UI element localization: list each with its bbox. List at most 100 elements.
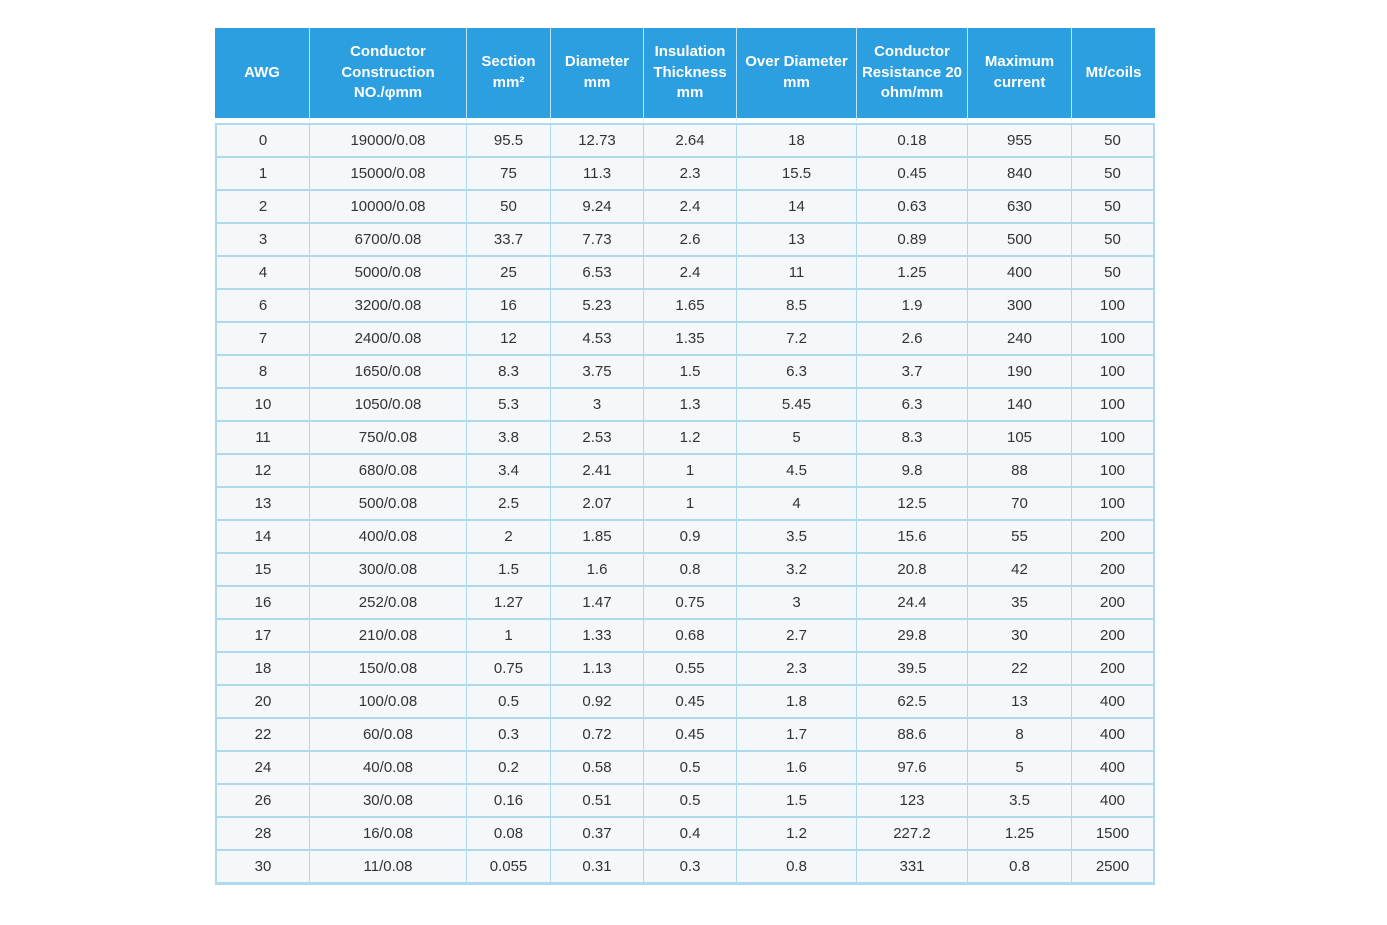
table-cell: 30 xyxy=(215,851,310,885)
table-cell: 300 xyxy=(968,290,1072,323)
table-cell: 55 xyxy=(968,521,1072,554)
table-cell: 50 xyxy=(1072,257,1155,290)
table-cell: 6 xyxy=(215,290,310,323)
table-row: 13 500/0.08 2.5 2.07 1 4 12.5 70 100 xyxy=(215,488,1155,521)
table-cell: 12.5 xyxy=(857,488,968,521)
table-cell: 2400/0.08 xyxy=(310,323,467,356)
table-cell: 3.5 xyxy=(968,785,1072,818)
table-cell: 3.2 xyxy=(737,554,857,587)
table-cell: 1.2 xyxy=(737,818,857,851)
table-cell: 400 xyxy=(968,257,1072,290)
table-cell: 5 xyxy=(737,422,857,455)
table-cell: 20.8 xyxy=(857,554,968,587)
table-cell: 10 xyxy=(215,389,310,422)
table-row: 10 1050/0.08 5.3 3 1.3 5.45 6.3 140 100 xyxy=(215,389,1155,422)
table-cell: 100 xyxy=(1072,356,1155,389)
table-cell: 30/0.08 xyxy=(310,785,467,818)
table-cell: 1.27 xyxy=(467,587,551,620)
table-cell: 200 xyxy=(1072,554,1155,587)
table-cell: 9.8 xyxy=(857,455,968,488)
table-cell: 28 xyxy=(215,818,310,851)
table-row: 17 210/0.08 1 1.33 0.68 2.7 29.8 30 200 xyxy=(215,620,1155,653)
table-cell: 3.7 xyxy=(857,356,968,389)
table-row: 6 3200/0.08 16 5.23 1.65 8.5 1.9 300 100 xyxy=(215,290,1155,323)
table-cell: 500/0.08 xyxy=(310,488,467,521)
table-cell: 0.4 xyxy=(644,818,737,851)
table-cell: 1.35 xyxy=(644,323,737,356)
table-cell: 2.07 xyxy=(551,488,644,521)
table-cell: 100 xyxy=(1072,389,1155,422)
table-cell: 2.3 xyxy=(737,653,857,686)
table-cell: 1.9 xyxy=(857,290,968,323)
table-cell: 1.5 xyxy=(644,356,737,389)
table-cell: 22 xyxy=(215,719,310,752)
table-cell: 840 xyxy=(968,158,1072,191)
column-header-section: Section mm² xyxy=(467,28,551,123)
table-cell: 0.18 xyxy=(857,123,968,158)
table-cell: 0.72 xyxy=(551,719,644,752)
table-cell: 3.4 xyxy=(467,455,551,488)
table-cell: 1.3 xyxy=(644,389,737,422)
column-header-insulation-thickness: Insulation Thickness mm xyxy=(644,28,737,123)
table-cell: 331 xyxy=(857,851,968,885)
table-cell: 140 xyxy=(968,389,1072,422)
table-cell: 0.45 xyxy=(857,158,968,191)
table-cell: 1.47 xyxy=(551,587,644,620)
table-cell: 0.2 xyxy=(467,752,551,785)
table-cell: 11.3 xyxy=(551,158,644,191)
table-cell: 1 xyxy=(644,455,737,488)
table-row: 22 60/0.08 0.3 0.72 0.45 1.7 88.6 8 400 xyxy=(215,719,1155,752)
table-cell: 1650/0.08 xyxy=(310,356,467,389)
table-row: 8 1650/0.08 8.3 3.75 1.5 6.3 3.7 190 100 xyxy=(215,356,1155,389)
table-row: 7 2400/0.08 12 4.53 1.35 7.2 2.6 240 100 xyxy=(215,323,1155,356)
table-cell: 100 xyxy=(1072,455,1155,488)
table-cell: 24.4 xyxy=(857,587,968,620)
table-cell: 97.6 xyxy=(857,752,968,785)
table-cell: 60/0.08 xyxy=(310,719,467,752)
table-cell: 5.45 xyxy=(737,389,857,422)
table-cell: 0.5 xyxy=(644,785,737,818)
table-cell: 3.8 xyxy=(467,422,551,455)
table-cell: 14 xyxy=(215,521,310,554)
table-cell: 200 xyxy=(1072,521,1155,554)
table-cell: 7.73 xyxy=(551,224,644,257)
table-cell: 19000/0.08 xyxy=(310,123,467,158)
table-cell: 18 xyxy=(215,653,310,686)
table-cell: 1.65 xyxy=(644,290,737,323)
table-cell: 11 xyxy=(215,422,310,455)
table-cell: 210/0.08 xyxy=(310,620,467,653)
table-cell: 0.3 xyxy=(644,851,737,885)
table-cell: 7 xyxy=(215,323,310,356)
table-cell: 75 xyxy=(467,158,551,191)
table-cell: 95.5 xyxy=(467,123,551,158)
table-cell: 500 xyxy=(968,224,1072,257)
table-cell: 4 xyxy=(737,488,857,521)
table-cell: 6.3 xyxy=(857,389,968,422)
table-cell: 29.8 xyxy=(857,620,968,653)
table-row: 3 6700/0.08 33.7 7.73 2.6 13 0.89 500 50 xyxy=(215,224,1155,257)
table-cell: 1.5 xyxy=(467,554,551,587)
table-cell: 20 xyxy=(215,686,310,719)
table-cell: 4 xyxy=(215,257,310,290)
table-cell: 0.31 xyxy=(551,851,644,885)
table-cell: 0.8 xyxy=(644,554,737,587)
table-cell: 25 xyxy=(467,257,551,290)
table-cell: 15.6 xyxy=(857,521,968,554)
table-cell: 0.8 xyxy=(968,851,1072,885)
table-row: 0 19000/0.08 95.5 12.73 2.64 18 0.18 955 50 xyxy=(215,123,1155,158)
table-cell: 18 xyxy=(737,123,857,158)
table-row: 15 300/0.08 1.5 1.6 0.8 3.2 20.8 42 200 xyxy=(215,554,1155,587)
table-cell: 16 xyxy=(215,587,310,620)
column-header-conductor-resistance: Conductor Resistance 20 ohm/mm xyxy=(857,28,968,123)
table-cell: 8.3 xyxy=(467,356,551,389)
table-cell: 8 xyxy=(215,356,310,389)
table-cell: 252/0.08 xyxy=(310,587,467,620)
table-cell: 1.25 xyxy=(968,818,1072,851)
table-row: 11 750/0.08 3.8 2.53 1.2 5 8.3 105 100 xyxy=(215,422,1155,455)
table-cell: 12.73 xyxy=(551,123,644,158)
table-cell: 0.75 xyxy=(644,587,737,620)
table-cell: 3.5 xyxy=(737,521,857,554)
table-cell: 2.7 xyxy=(737,620,857,653)
table-cell: 26 xyxy=(215,785,310,818)
table-cell: 680/0.08 xyxy=(310,455,467,488)
